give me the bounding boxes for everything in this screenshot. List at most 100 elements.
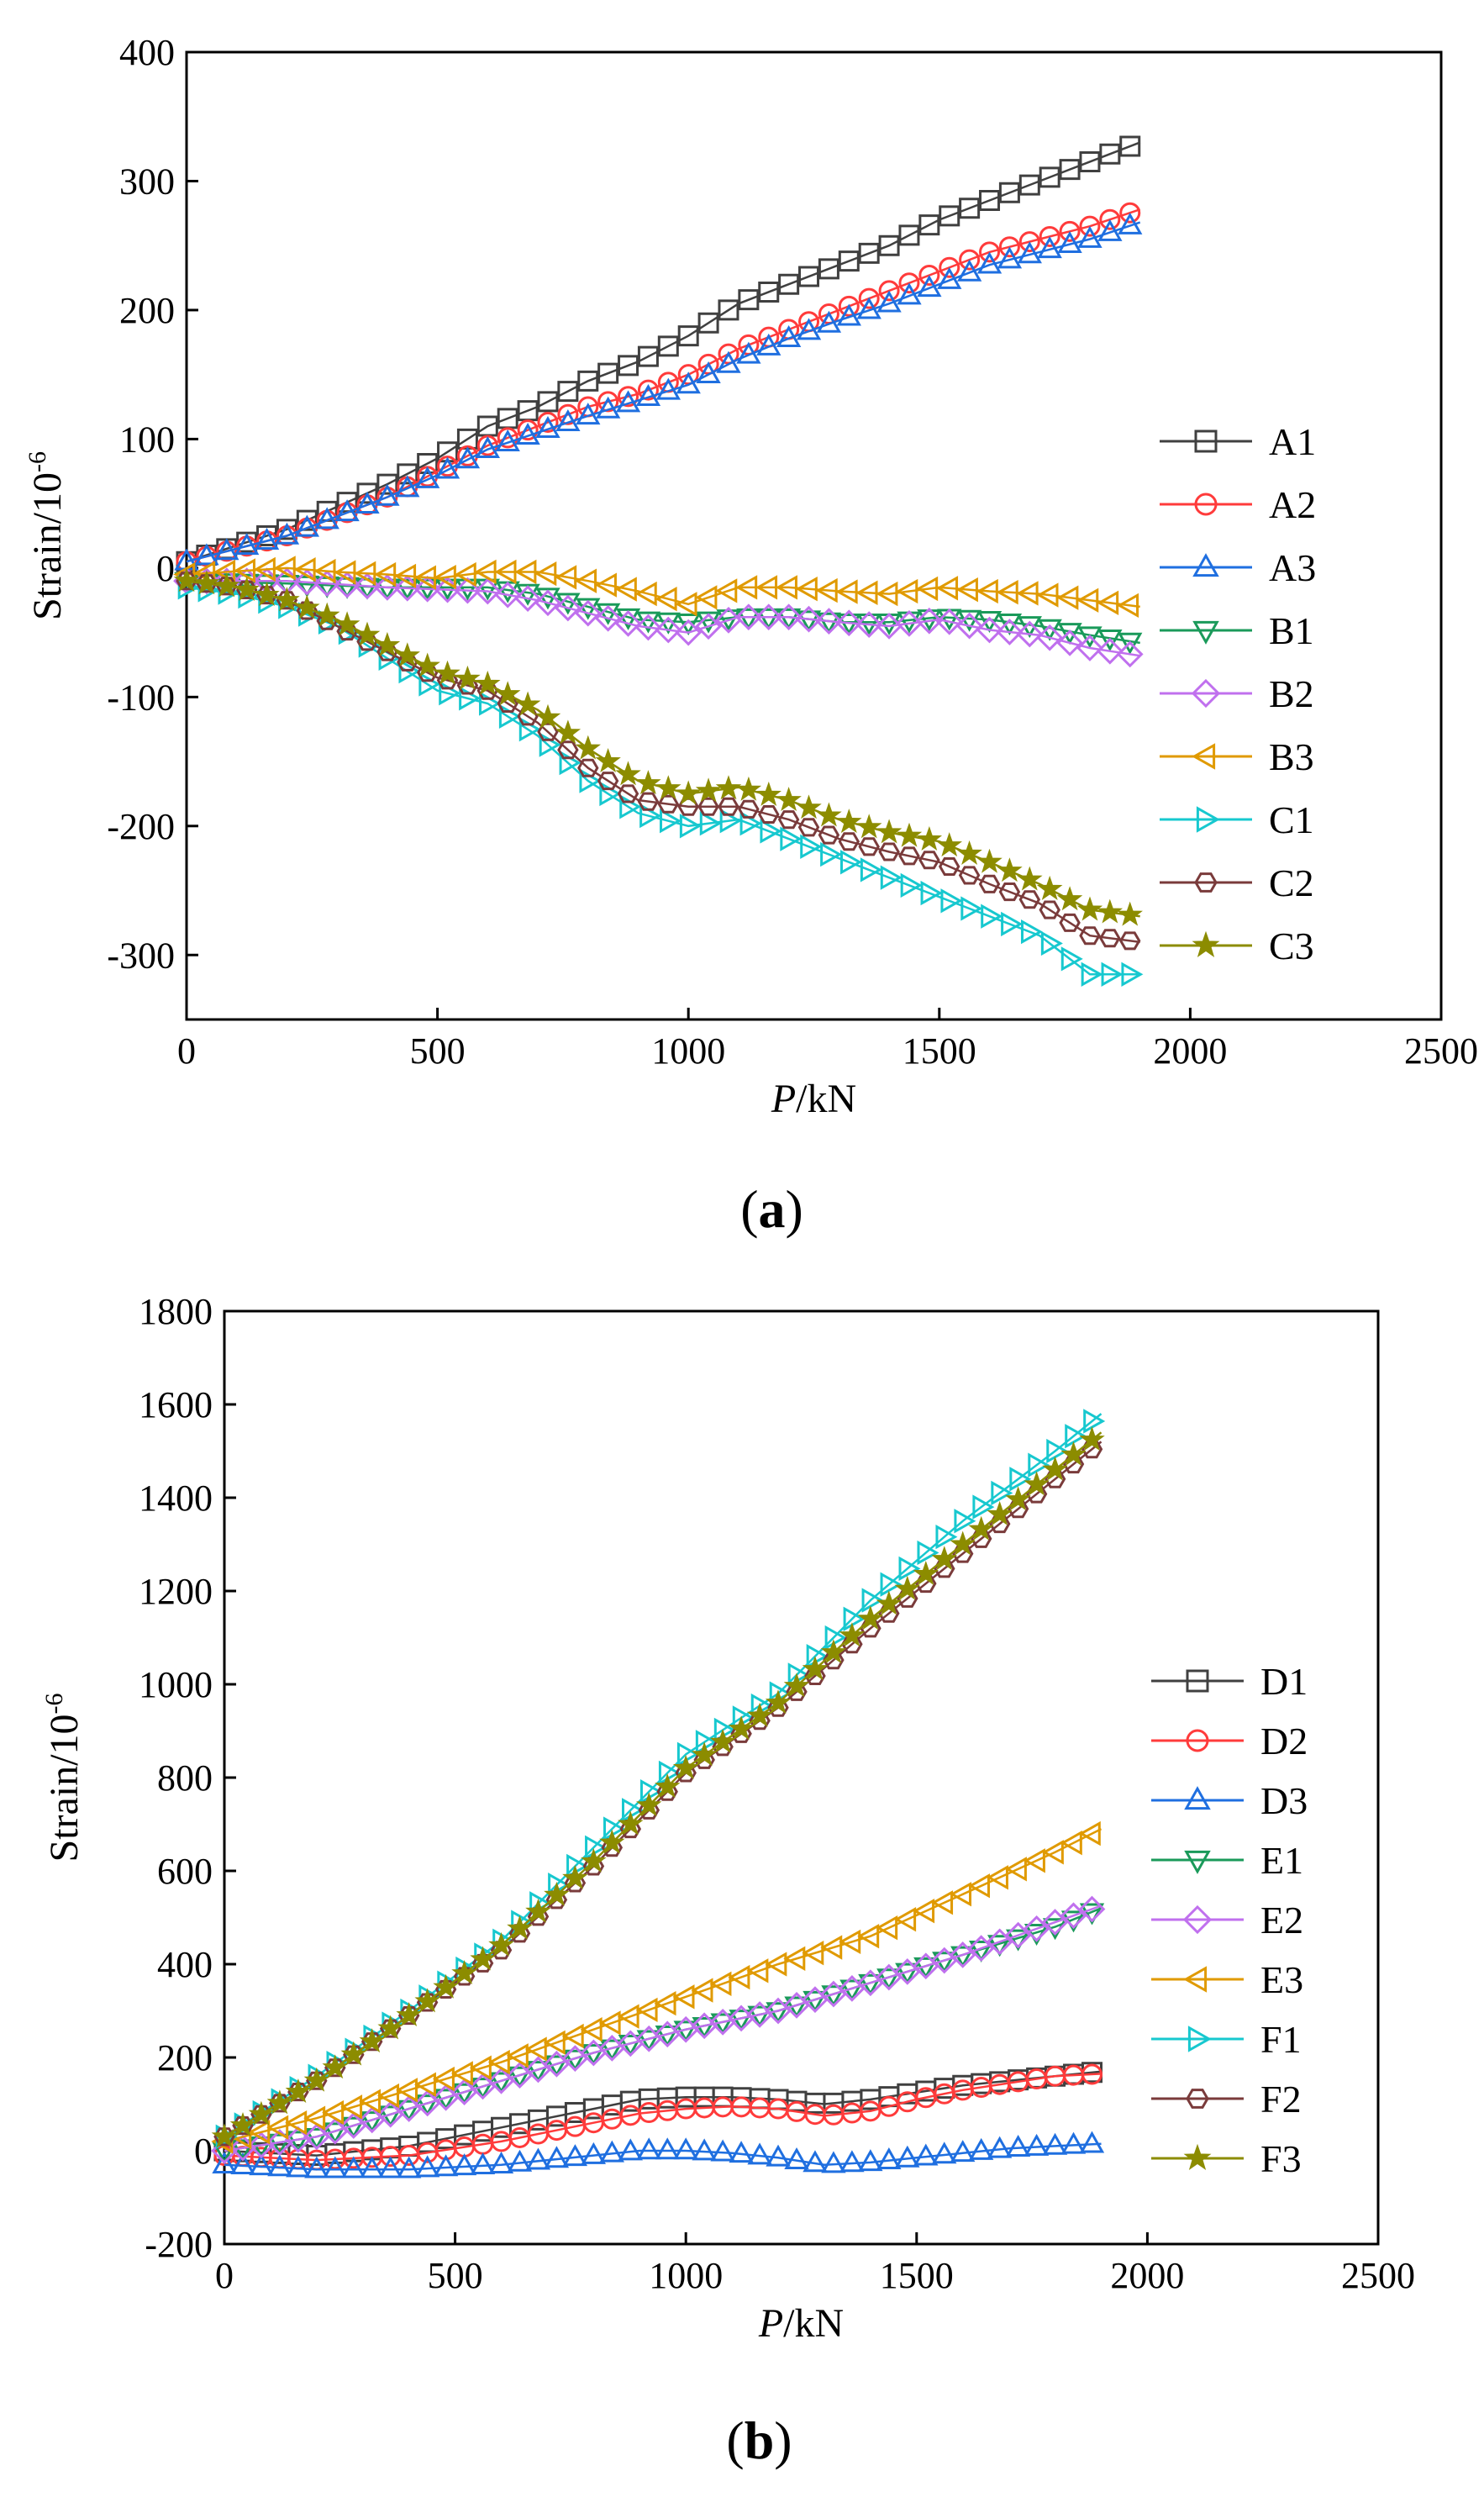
legend-marker-F3 (1183, 2143, 1212, 2170)
x-tick-label: 2000 (1110, 2255, 1184, 2296)
caption-close: ) (774, 2410, 792, 2470)
data-point-F3 (894, 1575, 921, 1600)
data-point-F3 (1005, 1486, 1031, 1511)
data-point-E2 (1041, 1909, 1069, 1936)
data-point-A1 (818, 258, 839, 280)
data-point-A3 (1057, 230, 1082, 253)
data-point-C3 (1076, 896, 1103, 921)
data-point-F3 (783, 1673, 810, 1698)
y-tick-label: -200 (145, 2224, 213, 2265)
data-point-F1 (658, 1760, 681, 1786)
x-axis-label-italic: P (771, 1077, 796, 1121)
data-point-A3 (234, 533, 260, 556)
data-point-D3 (341, 2156, 366, 2178)
data-point-A3 (455, 446, 481, 469)
data-point-E3 (506, 2043, 529, 2068)
series-line-A1 (186, 141, 1141, 563)
data-point-C1 (679, 814, 702, 839)
data-point-B3 (594, 572, 617, 598)
data-point-A2 (517, 419, 539, 441)
data-point-B3 (916, 576, 939, 602)
data-point-C3 (816, 802, 842, 827)
data-point-C2 (878, 842, 900, 861)
data-point-E2 (1004, 1921, 1032, 1949)
data-point-B2 (1116, 640, 1144, 668)
data-point-D3 (673, 2137, 698, 2160)
series-line-E2 (224, 1905, 1102, 2152)
legend-label-C1: C1 (1269, 798, 1314, 841)
data-point-F3 (544, 1881, 570, 1906)
data-point-D3 (507, 2149, 533, 2172)
data-point-A3 (937, 266, 962, 289)
y-tick-label: -100 (107, 677, 175, 718)
legend-label-F1: F1 (1260, 2018, 1302, 2061)
data-point-A2 (618, 386, 639, 408)
data-point-D3 (710, 2139, 735, 2162)
data-point-F1 (972, 1494, 995, 1520)
data-point-E3 (894, 1907, 917, 1932)
data-point-B2 (534, 589, 561, 617)
data-point-E3 (1041, 1840, 1064, 1865)
data-point-A1 (537, 391, 559, 413)
data-point-F3 (562, 1864, 588, 1889)
data-point-E1 (987, 1935, 1013, 1957)
data-point-F3 (229, 2112, 256, 2137)
data-point-C3 (434, 660, 460, 685)
data-point-A2 (1039, 225, 1060, 247)
data-point-C3 (193, 570, 220, 595)
data-point-E3 (1023, 1848, 1045, 1873)
data-point-A3 (796, 318, 822, 340)
data-point-B3 (354, 561, 376, 586)
y-tick-label: 800 (157, 1757, 213, 1799)
data-point-C2 (918, 851, 940, 870)
data-point-B3 (1056, 585, 1079, 610)
legend-marker-A3 (1192, 553, 1219, 577)
legend-label-C3: C3 (1269, 925, 1314, 967)
data-point-B2 (1076, 635, 1103, 661)
data-point-E3 (950, 1882, 972, 1907)
series-C1 (177, 575, 1144, 987)
y-axis-label-main: Strain/10 (25, 472, 70, 620)
y-axis-label: Strain/10-6 (24, 451, 70, 620)
data-point-E3 (543, 2030, 566, 2055)
data-point-F3 (857, 1605, 884, 1631)
data-point-B3 (1097, 590, 1119, 615)
data-point-C2 (858, 837, 880, 856)
data-point-C3 (514, 691, 541, 716)
x-axis-label-unit: /kN (796, 1077, 856, 1121)
legend-marker-D3 (1184, 1786, 1211, 1810)
data-point-B1 (1077, 626, 1102, 649)
data-point-A3 (595, 396, 621, 419)
data-point-F3 (839, 1622, 866, 1647)
data-point-C2 (718, 797, 739, 816)
data-point-E3 (266, 2115, 289, 2140)
y-tick-label: 200 (157, 2037, 213, 2078)
data-point-F1 (1028, 1452, 1050, 1478)
data-point-B3 (1117, 593, 1139, 619)
data-point-B2 (896, 609, 923, 637)
data-point-A3 (1077, 225, 1102, 248)
data-point-F3 (746, 1702, 773, 1727)
data-point-C1 (840, 850, 863, 875)
data-point-B2 (835, 609, 863, 637)
data-point-E3 (285, 2110, 308, 2136)
data-point-D3 (599, 2140, 624, 2163)
data-point-E3 (709, 1971, 732, 1996)
data-point-E2 (949, 1941, 976, 1968)
series-A1 (176, 135, 1141, 572)
data-point-B3 (293, 557, 316, 582)
data-point-C1 (1081, 961, 1103, 987)
data-point-C2 (978, 874, 1001, 893)
data-point-B3 (614, 577, 637, 602)
x-axis-label-italic: P (758, 2301, 783, 2346)
data-point-C3 (475, 670, 501, 695)
data-point-E3 (303, 2105, 326, 2131)
data-point-A1 (878, 234, 900, 256)
data-point-E3 (617, 2004, 639, 2029)
data-point-E3 (986, 1865, 1008, 1890)
data-point-D3 (267, 2154, 292, 2177)
data-point-D3 (913, 2143, 939, 2166)
data-point-C3 (394, 642, 420, 667)
data-point-C3 (695, 777, 722, 803)
